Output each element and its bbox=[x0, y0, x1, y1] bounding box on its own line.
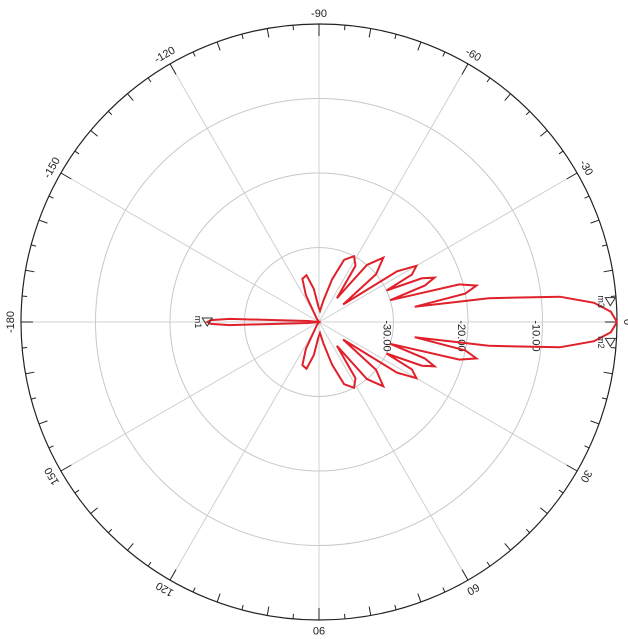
tick-mark bbox=[266, 28, 270, 38]
tick-mark bbox=[31, 244, 37, 247]
angle-label: -180 bbox=[5, 311, 17, 333]
marker-label: m1 bbox=[193, 316, 203, 329]
tick-mark bbox=[461, 569, 469, 581]
tick-mark bbox=[216, 41, 221, 51]
tick-mark bbox=[525, 528, 531, 534]
tick-mark bbox=[90, 130, 98, 137]
tick-mark bbox=[601, 397, 607, 400]
tick-mark bbox=[590, 219, 600, 224]
angle-label: 0 bbox=[621, 319, 628, 325]
marker-triangle bbox=[604, 297, 617, 307]
tick-mark bbox=[38, 420, 48, 425]
tick-mark bbox=[417, 593, 422, 603]
ring-label: -10.00 bbox=[530, 320, 542, 351]
tick-mark bbox=[48, 445, 54, 449]
tick-mark bbox=[558, 489, 564, 494]
tick-mark bbox=[558, 150, 564, 155]
tick-mark bbox=[60, 172, 72, 180]
tick-mark bbox=[192, 587, 196, 593]
tick-mark bbox=[566, 464, 578, 472]
marker-triangle bbox=[604, 337, 617, 348]
tick-mark bbox=[504, 93, 511, 101]
marker-label: m2 bbox=[596, 336, 606, 349]
tick-mark bbox=[216, 593, 221, 603]
marker-triangle bbox=[201, 317, 214, 327]
tick-mark bbox=[394, 34, 397, 40]
angle-label: 60 bbox=[465, 581, 482, 598]
angle-label: 90 bbox=[313, 624, 325, 636]
tick-mark bbox=[368, 606, 372, 616]
tick-mark bbox=[266, 606, 270, 616]
grid-ring bbox=[95, 98, 543, 546]
tick-marks bbox=[21, 24, 617, 620]
angle-label: -150 bbox=[41, 155, 62, 180]
tick-mark bbox=[192, 51, 196, 57]
tick-mark bbox=[566, 172, 578, 180]
tick-mark bbox=[525, 110, 531, 116]
tick-mark bbox=[60, 464, 72, 472]
grid-rings bbox=[95, 98, 543, 546]
tick-mark bbox=[486, 77, 491, 83]
tick-mark bbox=[147, 77, 152, 83]
tick-mark bbox=[48, 195, 54, 199]
tick-mark bbox=[540, 507, 548, 514]
angle-label: -30 bbox=[577, 158, 595, 178]
tick-mark bbox=[504, 543, 511, 551]
angle-label: -120 bbox=[152, 44, 177, 65]
tick-mark bbox=[38, 219, 48, 224]
tick-mark bbox=[107, 110, 113, 116]
ring-label: -20.00 bbox=[455, 320, 467, 351]
tick-mark bbox=[368, 28, 372, 38]
grid-ring bbox=[169, 172, 469, 472]
tick-mark bbox=[540, 130, 548, 137]
markers: m3 m2 m1 bbox=[193, 295, 617, 349]
tick-mark bbox=[31, 397, 37, 400]
ring-labels: -10.00 -20.00 -30.00 bbox=[381, 320, 542, 351]
tick-mark bbox=[74, 489, 80, 494]
angle-label: 30 bbox=[578, 468, 595, 485]
tick-mark bbox=[169, 63, 177, 75]
tick-mark bbox=[169, 569, 177, 581]
tick-mark bbox=[394, 604, 397, 610]
tick-mark bbox=[601, 244, 607, 247]
tick-mark bbox=[590, 420, 600, 425]
tick-mark bbox=[127, 93, 134, 101]
tick-mark bbox=[461, 63, 469, 75]
tick-mark bbox=[127, 543, 134, 551]
tick-mark bbox=[74, 150, 80, 155]
angle-label: -90 bbox=[311, 8, 327, 20]
grid-ring bbox=[244, 247, 394, 397]
tick-mark bbox=[603, 371, 613, 375]
tick-mark bbox=[584, 445, 590, 449]
tick-mark bbox=[241, 34, 244, 40]
tick-mark bbox=[442, 587, 446, 593]
tick-mark bbox=[603, 269, 613, 273]
tick-mark bbox=[486, 561, 491, 567]
series-line bbox=[205, 254, 618, 390]
tick-mark bbox=[25, 269, 35, 273]
ring-label: -30.00 bbox=[381, 320, 393, 351]
angle-label: -60 bbox=[463, 46, 483, 64]
tick-mark bbox=[90, 507, 98, 514]
tick-mark bbox=[417, 41, 422, 51]
tick-mark bbox=[25, 371, 35, 375]
tick-mark bbox=[442, 51, 446, 57]
tick-mark bbox=[584, 195, 590, 199]
tick-mark bbox=[107, 528, 113, 534]
tick-mark bbox=[147, 561, 152, 567]
marker-label: m3 bbox=[596, 295, 606, 308]
tick-mark bbox=[241, 604, 244, 610]
